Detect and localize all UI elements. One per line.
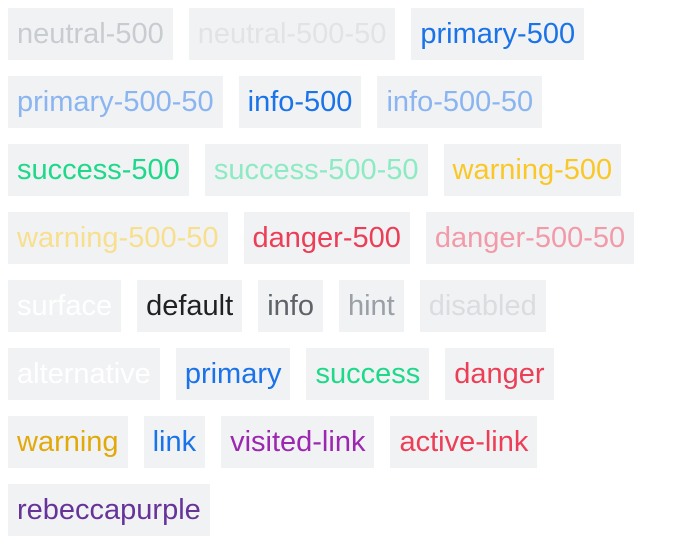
- swatch-danger-500-50: danger-500-50: [425, 212, 635, 264]
- swatch-link: link: [143, 416, 206, 468]
- swatch-info-500-50: info-500-50: [377, 76, 543, 128]
- swatch-info: info: [258, 280, 323, 332]
- swatch-success-500: success-500: [8, 144, 189, 196]
- swatch-primary: primary: [175, 348, 291, 400]
- swatch-success-500-50: success-500-50: [204, 144, 428, 196]
- swatch-info-500: info-500: [238, 76, 362, 128]
- swatch-alternative: alternative: [8, 348, 160, 400]
- swatch-neutral-500-50: neutral-500-50: [188, 8, 396, 60]
- swatch-danger-500: danger-500: [243, 212, 410, 264]
- swatch-warning-500-50: warning-500-50: [8, 212, 228, 264]
- swatch-danger: danger: [445, 348, 554, 400]
- swatch-neutral-500: neutral-500: [8, 8, 173, 60]
- swatch-primary-500: primary-500: [411, 8, 585, 60]
- swatch-surface: surface: [8, 280, 122, 332]
- swatch-success: success: [306, 348, 430, 400]
- swatch-visited-link: visited-link: [221, 416, 375, 468]
- swatch-rebeccapurple: rebeccapurple: [8, 484, 210, 536]
- swatch-default: default: [137, 280, 243, 332]
- swatch-active-link: active-link: [390, 416, 538, 468]
- swatch-warning: warning: [8, 416, 128, 468]
- swatch-hint: hint: [338, 280, 404, 332]
- swatch-disabled: disabled: [419, 280, 546, 332]
- swatch-primary-500-50: primary-500-50: [8, 76, 223, 128]
- swatch-warning-500: warning-500: [443, 144, 622, 196]
